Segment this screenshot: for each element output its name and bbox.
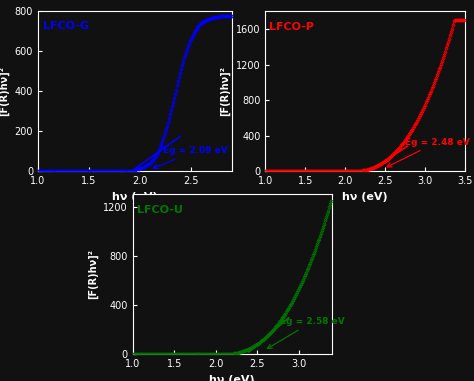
Y-axis label: [F(R)hν]²: [F(R)hν]²	[220, 66, 230, 117]
Text: Eg = 2.58 eV: Eg = 2.58 eV	[267, 317, 345, 349]
X-axis label: hν (eV): hν (eV)	[342, 192, 388, 202]
Y-axis label: [F(R)hν]²: [F(R)hν]²	[87, 249, 98, 299]
Y-axis label: [F(R)hν]²: [F(R)hν]²	[0, 66, 9, 117]
X-axis label: hν (eV): hν (eV)	[112, 192, 158, 202]
Text: Eg = 2.48 eV: Eg = 2.48 eV	[387, 138, 470, 167]
Text: LFCO-P: LFCO-P	[269, 22, 314, 32]
Text: Eg = 2.09 eV: Eg = 2.09 eV	[153, 146, 228, 169]
Text: LFCO-U: LFCO-U	[137, 205, 183, 215]
X-axis label: hν (eV): hν (eV)	[210, 375, 255, 381]
Text: LFCO-G: LFCO-G	[43, 21, 89, 31]
